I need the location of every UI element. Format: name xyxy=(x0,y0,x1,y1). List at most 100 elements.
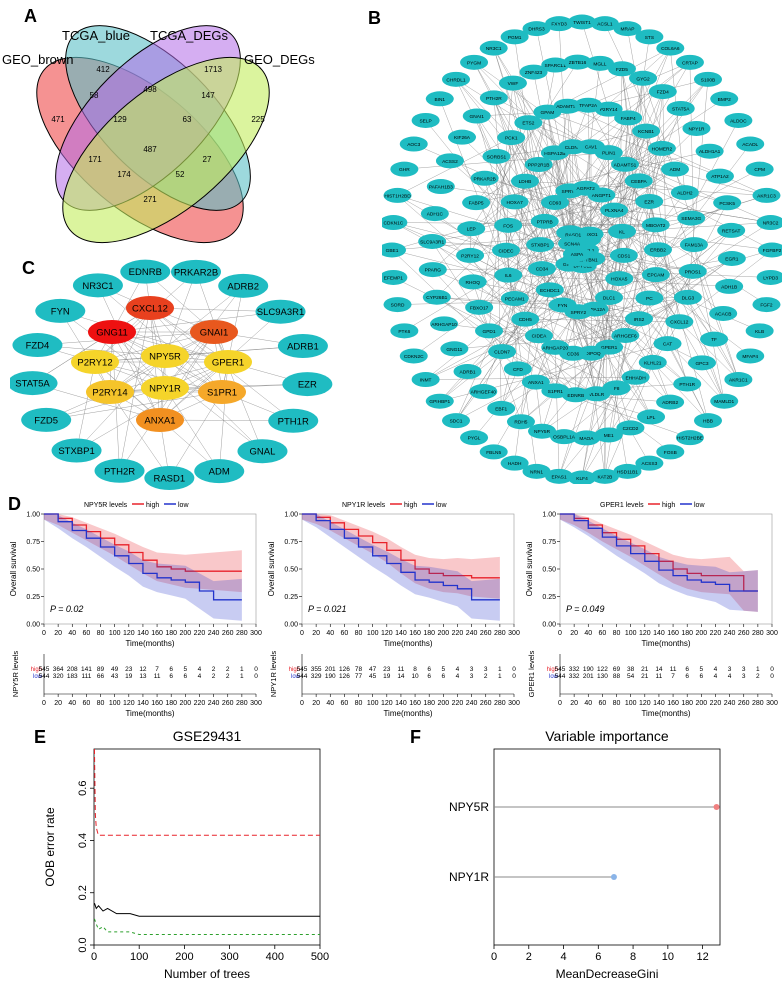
network-node-label: ACADL xyxy=(742,142,758,148)
network-node: HIST1H2BD xyxy=(384,188,412,203)
network-node: NPY1R xyxy=(682,121,710,136)
km-risk-x-tick-label: 200 xyxy=(437,700,449,707)
venn-label-geo-brown: GEO_brown xyxy=(2,52,74,67)
km-x-tick-label: 0 xyxy=(300,630,304,637)
network-node: FZD4 xyxy=(12,333,62,357)
network-node: PCSK5 xyxy=(713,195,741,210)
network-node: SCN4A xyxy=(558,236,586,251)
network-node-label: RETSAT xyxy=(722,228,741,234)
network-node: FGF2 xyxy=(752,297,780,312)
network-node-label: FZD4 xyxy=(657,90,669,96)
km-risk-y-label: NPY5R levels xyxy=(11,651,20,698)
network-node: SLC9A3R1 xyxy=(418,234,446,249)
network-node-label: SCN4A xyxy=(564,241,581,247)
network-node-label: PROS1 xyxy=(685,269,702,275)
network-node: CIDEC xyxy=(492,243,520,258)
network-node-label: SLC9A3R1 xyxy=(257,307,305,318)
network-node-label: ALDH1A1 xyxy=(699,149,721,155)
km-legend-low: low xyxy=(694,502,705,509)
network-node-label: NR3C1 xyxy=(82,281,113,292)
network-node-label: DLC1 xyxy=(603,295,616,301)
venn-label-tcga-degs: TCGA_DEGs xyxy=(150,28,229,43)
venn-label-tcga-blue: TCGA_blue xyxy=(62,28,130,43)
km-risk-x-tick-label: 200 xyxy=(179,700,191,707)
km-risk-count: 11 xyxy=(670,666,677,673)
network-hub-node: S1PR1 xyxy=(198,380,246,404)
km-x-tick-label: 180 xyxy=(423,630,435,637)
km-x-tick-label: 300 xyxy=(766,630,778,637)
x-tick-label: 4 xyxy=(560,951,566,963)
km-risk-x-tick-label: 0 xyxy=(300,700,304,707)
network-node-label: MAOA xyxy=(579,436,594,442)
venn-count: 225 xyxy=(251,115,265,124)
km-risk-count: 130 xyxy=(597,673,608,680)
network-node-label: STAT5A xyxy=(672,106,690,112)
network-node-label: SPARCL1 xyxy=(545,63,567,69)
km-risk-x-tick-label: 40 xyxy=(584,700,592,707)
network-node-label: GPIHBP1 xyxy=(429,399,450,405)
km-risk-count: 11 xyxy=(656,673,663,680)
network-node-label: FBLN5 xyxy=(486,450,501,456)
km-risk-x-tick-label: 220 xyxy=(710,700,722,707)
km-risk-count: 1 xyxy=(240,666,244,673)
network-node: CXCL12 xyxy=(665,314,693,329)
network-node-label: ADM xyxy=(670,167,681,173)
network-node-label: RDH5 xyxy=(514,420,527,426)
network-node: DLG3 xyxy=(674,290,702,305)
network-node-label: ACSS2 xyxy=(442,159,458,165)
network-node-label: ZBTB16 xyxy=(569,60,587,66)
network-node: AKR1C3 xyxy=(752,188,780,203)
network-node: RDH5 xyxy=(507,414,535,429)
network-node-label: STS xyxy=(645,35,654,41)
km-x-tick-label: 40 xyxy=(584,630,592,637)
network-node: ACADL xyxy=(736,137,764,152)
y-tick-label: 0.0 xyxy=(77,937,89,952)
km-x-tick-label: 260 xyxy=(738,630,750,637)
network-node-label: LPL xyxy=(647,415,656,421)
km-risk-count: 2 xyxy=(212,666,216,673)
km-risk-count: 544 xyxy=(555,673,566,680)
km-risk-count: 201 xyxy=(325,666,336,673)
network-node-label: LYPD3 xyxy=(763,275,778,281)
km-legend-low: low xyxy=(436,502,447,509)
km-x-tick-label: 60 xyxy=(341,630,349,637)
network-node-label: EHHADH xyxy=(625,375,646,381)
km-risk-x-tick-label: 220 xyxy=(452,700,464,707)
network-node-label: PTPRB xyxy=(537,219,553,225)
km-risk-count: 6 xyxy=(427,666,431,673)
km-x-tick-label: 260 xyxy=(480,630,492,637)
network-node-label: EBF1 xyxy=(495,406,507,412)
network-node: SELP xyxy=(412,113,440,128)
network-node: SORD xyxy=(384,297,412,312)
km-x-tick-label: 80 xyxy=(613,630,621,637)
network-node-label: P2RY12 xyxy=(77,358,112,369)
x-tick-label: 100 xyxy=(130,951,148,963)
network-node-label: CD34 xyxy=(536,267,549,273)
network-node-label: CFD xyxy=(513,367,523,373)
network-node: CAT xyxy=(654,336,682,351)
network-edge xyxy=(77,362,95,451)
network-node-label: PTH2R xyxy=(104,466,135,477)
network-node-label: ACACB xyxy=(715,311,732,317)
km-x-tick-label: 140 xyxy=(653,630,665,637)
network-node-label: ZNF423 xyxy=(525,70,543,76)
network-node-label: CD93 xyxy=(549,201,562,207)
km-y-tick-label: 0.25 xyxy=(542,594,556,601)
network-node: ARHGEF40 xyxy=(469,384,497,399)
network-node-label: AOC3 xyxy=(407,142,420,148)
km-x-tick-label: 40 xyxy=(326,630,334,637)
km-y-tick-label: 0.00 xyxy=(542,622,556,629)
network-node: HADH xyxy=(501,456,529,471)
km-risk-count: 0 xyxy=(770,666,774,673)
network-node-label: GPC3 xyxy=(695,361,708,367)
network-node: VWF xyxy=(499,76,527,91)
km-risk-x-tick-label: 40 xyxy=(326,700,334,707)
km-risk-count: 4 xyxy=(198,666,202,673)
network-node-label: FAM13A xyxy=(685,243,704,249)
km-y-tick-label: 1.00 xyxy=(26,512,40,519)
network-node-label: MBOAT2 xyxy=(646,223,666,229)
km-risk-x-tick-label: 140 xyxy=(395,700,407,707)
km-risk-x-tick-label: 0 xyxy=(558,700,562,707)
network-node: FZD5 xyxy=(21,408,71,432)
network-node-label: EGR1 xyxy=(725,256,738,262)
